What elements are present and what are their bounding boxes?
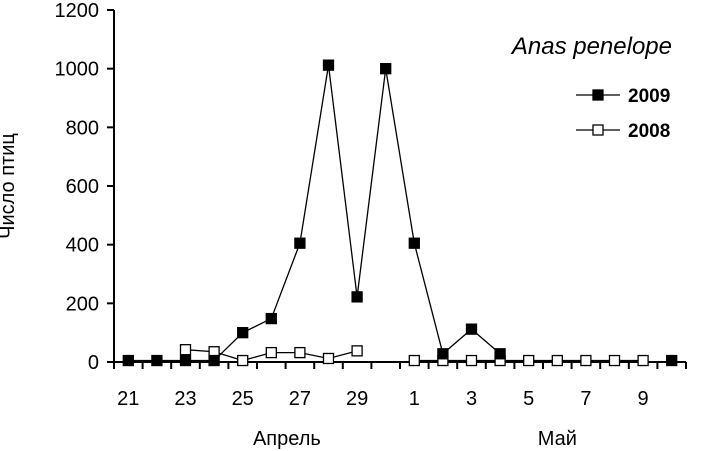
data-point-2009 — [179, 354, 192, 367]
x-tick-label: 21 — [117, 388, 139, 410]
series-2008 — [179, 344, 649, 367]
data-point-2009 — [322, 59, 335, 71]
legend-label: 2009 — [628, 86, 670, 107]
data-point-2009 — [380, 63, 392, 75]
x-tick-label: 25 — [232, 388, 254, 410]
y-tick-label: 1200 — [55, 0, 100, 22]
data-point-2008 — [179, 344, 192, 356]
month-label-may: Май — [538, 428, 577, 450]
data-point-2008 — [237, 354, 249, 367]
y-tick-label: 0 — [88, 352, 99, 374]
legend: 2009 2008 — [576, 86, 670, 142]
data-point-2009 — [294, 237, 306, 249]
data-point-2009 — [208, 354, 220, 367]
y-tick-label: 1000 — [55, 59, 100, 81]
y-tick-label: 800 — [66, 117, 99, 139]
data-point-2009 — [494, 348, 506, 360]
data-point-2009 — [437, 348, 449, 360]
month-label-april: Апрель — [253, 428, 321, 450]
x-tick-label: 3 — [466, 388, 477, 410]
x-tick-label: 5 — [523, 388, 534, 410]
data-point-2009 — [465, 323, 478, 335]
data-point-2009 — [351, 291, 363, 303]
data-point-2008 — [351, 345, 363, 357]
y-ticks: 0 200 400 600 800 1000 1200 — [55, 0, 114, 374]
y-tick-label: 200 — [66, 293, 99, 315]
legend-label: 2008 — [628, 121, 670, 142]
data-point-2009 — [265, 312, 277, 325]
data-point-2008 — [265, 346, 277, 359]
legend-marker — [592, 89, 604, 101]
data-point-2009 — [408, 237, 420, 249]
y-axis-label: Число птиц — [0, 133, 19, 239]
series-line-2009 — [128, 65, 501, 362]
data-point-2009 — [237, 327, 249, 339]
data-point-2008 — [322, 352, 335, 365]
x-tick-label: 29 — [346, 388, 368, 410]
x-tick-label: 23 — [174, 388, 196, 410]
legend-item-2008: 2008 — [576, 121, 670, 142]
x-tick-label: 27 — [289, 388, 311, 410]
x-tick-label: 7 — [580, 388, 591, 410]
data-point-2009 — [666, 354, 678, 367]
data-point-2009 — [151, 354, 163, 367]
series-2009 — [122, 59, 678, 367]
x-ticks: 21 23 25 27 29 1 3 5 7 9 — [113, 362, 687, 410]
axes — [113, 10, 686, 363]
data-point-2008 — [465, 354, 478, 367]
data-point-2008 — [580, 354, 592, 367]
y-tick-label: 600 — [66, 176, 99, 198]
x-tick-label: 9 — [638, 388, 649, 410]
x-tick-label: 1 — [409, 388, 420, 410]
chart-title: Anas penelope — [510, 33, 672, 60]
legend-marker — [592, 124, 604, 136]
series-layer — [122, 59, 678, 367]
data-point-2008 — [294, 346, 306, 359]
legend-item-2009: 2009 — [576, 86, 670, 107]
data-point-2008 — [637, 354, 649, 367]
y-tick-label: 400 — [66, 235, 99, 257]
data-point-2008 — [523, 354, 535, 367]
data-point-2008 — [608, 354, 621, 367]
data-point-2008 — [551, 354, 563, 367]
data-point-2009 — [122, 354, 134, 367]
data-point-2008 — [408, 354, 420, 367]
